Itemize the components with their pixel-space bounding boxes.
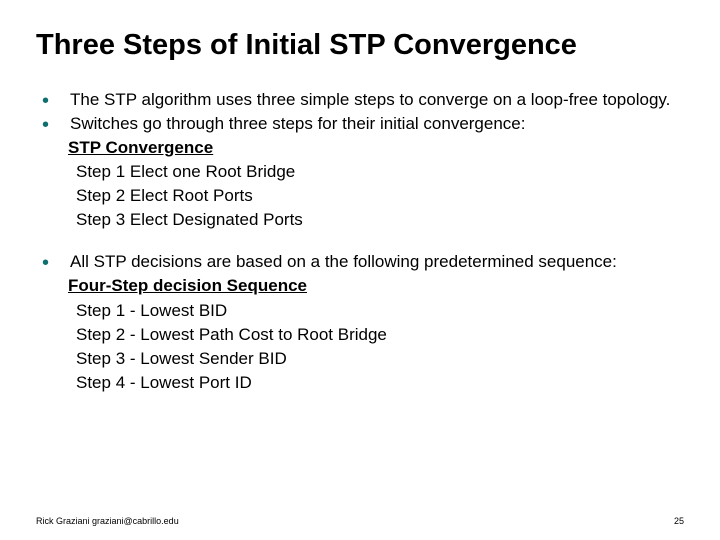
spacer (42, 233, 684, 251)
footer: Rick Graziani graziani@cabrillo.edu 25 (36, 516, 684, 526)
bullet-text: The STP algorithm uses three simple step… (70, 89, 684, 111)
step-line: Step 2 Elect Root Ports (42, 185, 684, 207)
step-line: Step 2 - Lowest Path Cost to Root Bridge (42, 324, 684, 346)
step-line: Step 1 - Lowest BID (42, 300, 684, 322)
slide: Three Steps of Initial STP Convergence •… (0, 0, 720, 540)
bullet-text: Switches go through three steps for thei… (70, 113, 684, 135)
step-line: Step 4 - Lowest Port ID (42, 372, 684, 394)
slide-body: • The STP algorithm uses three simple st… (36, 89, 684, 394)
bullet-icon: • (42, 253, 52, 273)
bullet-icon: • (42, 115, 52, 135)
bullet-item: • Switches go through three steps for th… (42, 113, 684, 135)
step-line: Step 3 - Lowest Sender BID (42, 348, 684, 370)
step-line: Step 1 Elect one Root Bridge (42, 161, 684, 183)
bullet-item: • The STP algorithm uses three simple st… (42, 89, 684, 111)
step-line: Step 3 Elect Designated Ports (42, 209, 684, 231)
bullet-icon: • (42, 91, 52, 111)
sub-heading: Four-Step decision Sequence (42, 275, 684, 297)
bullet-item: • All STP decisions are based on a the f… (42, 251, 684, 273)
bullet-text: All STP decisions are based on a the fol… (70, 251, 684, 273)
slide-title: Three Steps of Initial STP Convergence (36, 28, 684, 63)
sub-heading: STP Convergence (42, 137, 684, 159)
footer-author: Rick Graziani graziani@cabrillo.edu (36, 516, 179, 526)
page-number: 25 (674, 516, 684, 526)
